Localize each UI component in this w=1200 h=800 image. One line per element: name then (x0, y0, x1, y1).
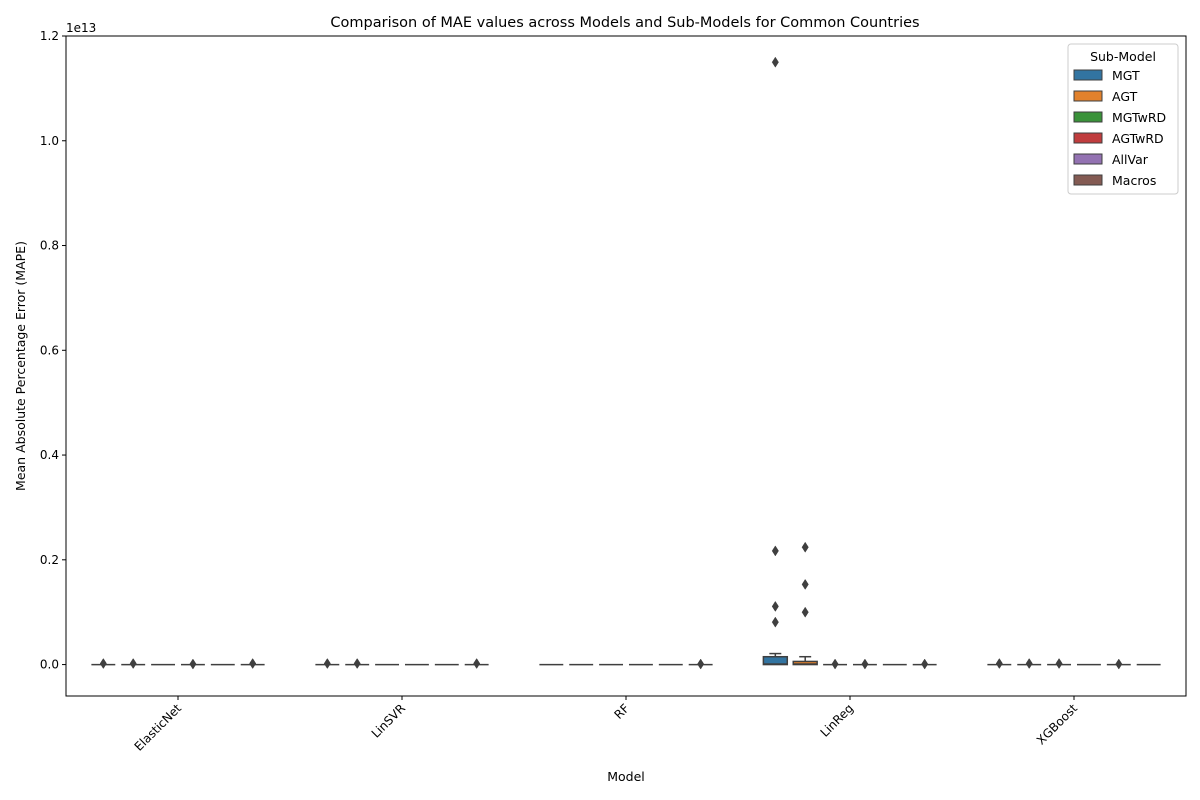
box-ElasticNet-AGTwRD (180, 658, 205, 670)
chart-title: Comparison of MAE values across Models a… (330, 15, 919, 31)
x-axis-label: Model (607, 769, 645, 784)
legend-swatch (1073, 69, 1103, 81)
outlier-point (995, 658, 1003, 669)
legend-entries: MGT AGT MGTwRD AGTwRD AllVar Macros (1073, 68, 1166, 188)
box-XGBoost-MGTwRD (1047, 658, 1072, 669)
legend-title: Sub-Model (1090, 49, 1156, 64)
outlier-point (1055, 658, 1063, 669)
legend-swatch (1073, 132, 1103, 144)
legend-label: AGTwRD (1112, 131, 1164, 146)
outlier-point (921, 658, 929, 670)
y-axis: 0.0 0.2 0.4 0.6 0.8 1.0 1.2 (40, 29, 66, 672)
outlier-point (771, 600, 779, 612)
legend-label: MGT (1112, 68, 1140, 83)
box-LinReg-MGT (762, 56, 789, 666)
box-XGBoost-AllVar (1106, 658, 1131, 670)
outlier-point (771, 56, 779, 68)
box-RF-Macros (688, 658, 713, 670)
outlier-point (1025, 658, 1033, 669)
legend-label: AllVar (1112, 152, 1149, 167)
outlier-point (189, 658, 197, 670)
y-tick-label: 0.2 (40, 553, 59, 567)
outlier-point (249, 658, 257, 669)
outlier-point (861, 658, 869, 670)
outlier-point (801, 541, 809, 553)
outlier-point (697, 658, 705, 670)
legend-swatch (1073, 90, 1103, 102)
y-tick-label: 0.4 (40, 448, 59, 462)
box-LinReg-MGTwRD (823, 658, 848, 670)
box-ElasticNet-AGT (121, 658, 146, 669)
outlier-point (831, 658, 839, 670)
box-LinSVR-MGT (315, 658, 340, 669)
legend-label: Macros (1112, 173, 1156, 188)
legend-label: AGT (1112, 89, 1138, 104)
box-LinReg-Macros (912, 658, 937, 670)
box-LinSVR-AGT (345, 658, 370, 669)
box-LinReg-AGT (792, 541, 818, 666)
box-ElasticNet-MGT (91, 658, 116, 669)
y-tick-label: 1.0 (40, 134, 59, 148)
y-tick-label: 0.0 (40, 658, 59, 672)
outlier-point (353, 658, 361, 669)
y-tick-label: 1.2 (40, 29, 59, 43)
y-axis-label: Mean Absolute Percentage Error (MAPE) (13, 241, 28, 491)
outlier-point (771, 616, 779, 628)
y-axis-offset-label: 1e13 (66, 21, 96, 35)
legend-swatch (1073, 153, 1103, 165)
box-ElasticNet-Macros (240, 658, 265, 669)
legend: Sub-Model MGT AGT MGTwRD AGTwRD AllVar Macros (1067, 43, 1179, 195)
box-LinReg-AGTwRD (852, 658, 877, 670)
y-tick-label: 0.6 (40, 343, 59, 357)
outlier-point (473, 658, 481, 669)
outlier-point (771, 545, 779, 557)
plot-area (91, 56, 1161, 670)
outlier-point (99, 658, 107, 669)
box-XGBoost-AGT (1017, 658, 1042, 669)
outlier-point (1115, 658, 1123, 670)
outlier-point (801, 578, 809, 590)
legend-swatch (1073, 174, 1103, 186)
legend-swatch (1073, 111, 1103, 123)
outlier-point (801, 606, 809, 618)
y-tick-label: 0.8 (40, 239, 59, 253)
box-XGBoost-MGT (987, 658, 1012, 669)
legend-label: MGTwRD (1112, 110, 1166, 125)
outlier-point (129, 658, 137, 669)
box-LinSVR-Macros (464, 658, 489, 669)
outlier-point (323, 658, 331, 669)
